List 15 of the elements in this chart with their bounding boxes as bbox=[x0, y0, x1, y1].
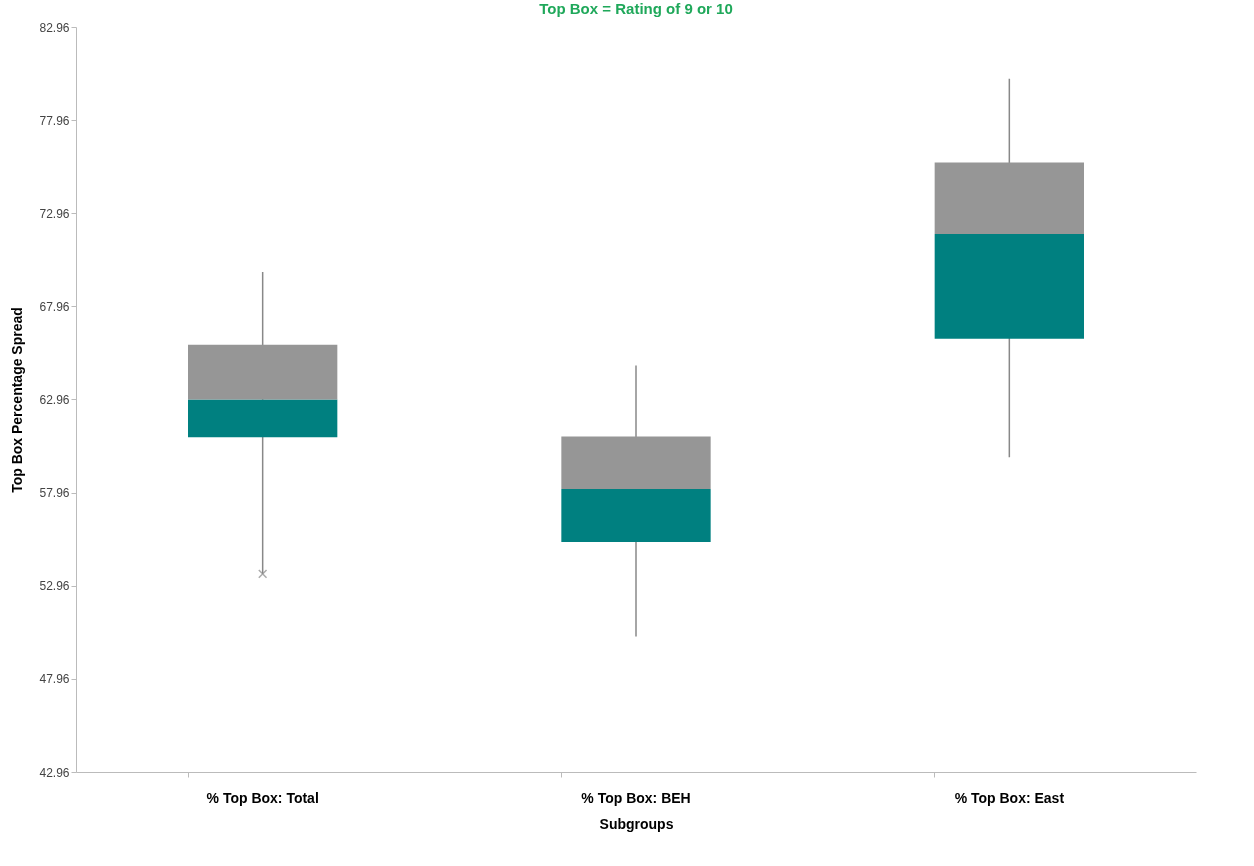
y-tick-label: 62.96 bbox=[39, 393, 70, 407]
y-tick-label: 77.96 bbox=[39, 113, 70, 128]
x-axis-title: Subgroups bbox=[599, 815, 674, 832]
y-tick-label: 67.96 bbox=[39, 299, 70, 314]
x-tick-label: % Top Box: Total bbox=[206, 789, 319, 806]
y-axis-title: Top Box Percentage Spread bbox=[9, 307, 26, 493]
y-tick-label: 72.96 bbox=[39, 206, 70, 221]
y-tick-label: 57.96 bbox=[39, 486, 70, 501]
y-tick-label: 52.96 bbox=[39, 579, 70, 594]
y-tick-label: 42.96 bbox=[39, 765, 70, 780]
y-tick-label: 47.96 bbox=[39, 672, 70, 687]
y-tick-label: 82.96 bbox=[39, 20, 70, 35]
chart-subtitle: Top Box = Rating of 9 or 10 bbox=[539, 0, 733, 17]
x-tick-label: % Top Box: East bbox=[954, 789, 1065, 806]
x-tick-label: % Top Box: BEH bbox=[581, 789, 691, 806]
